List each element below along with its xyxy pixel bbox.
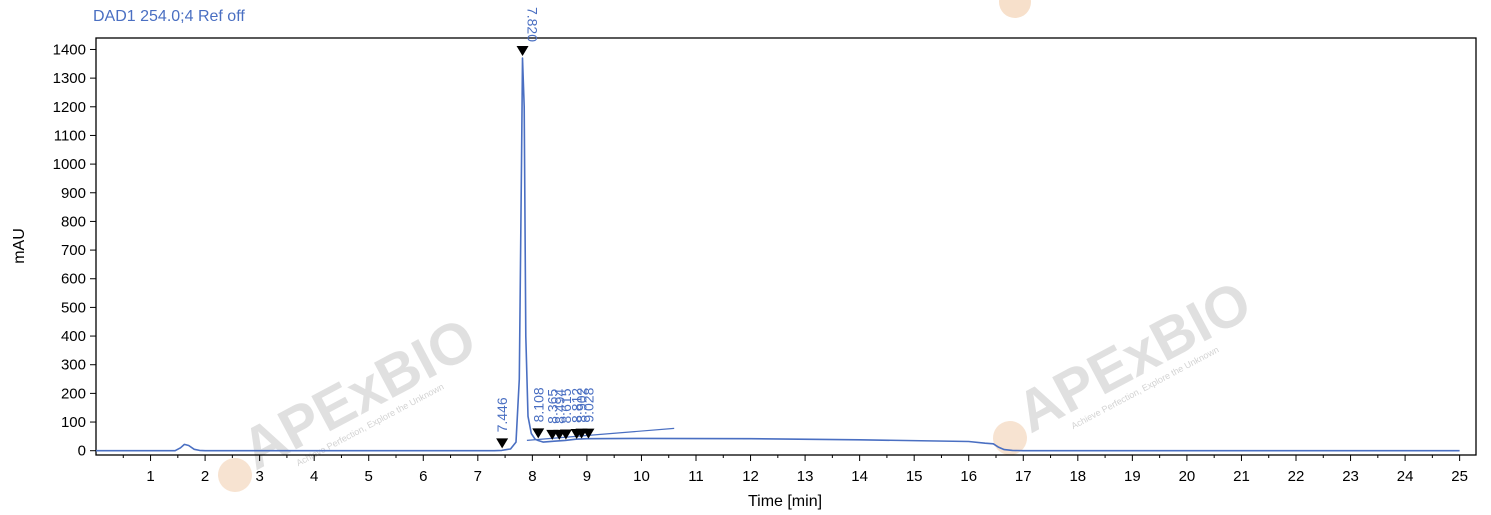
x-tick-label: 13 (797, 468, 814, 485)
watermark-seal-icon (999, 0, 1031, 18)
x-tick-label: 25 (1451, 468, 1468, 485)
x-tick-label: 18 (1069, 468, 1086, 485)
x-tick-label: 5 (365, 468, 373, 485)
x-tick-label: 1 (146, 468, 154, 485)
watermark-brand: APExBIO (1006, 268, 1261, 445)
signal-trace (96, 57, 1460, 452)
x-tick-label: 3 (255, 468, 263, 485)
x-tick-label: 7 (474, 468, 482, 485)
peak-layer: 7.446 7.820 8.1088.3658.4948.6158.8128.902… (494, 7, 596, 449)
peak-rt-label: 8.365 (544, 389, 560, 424)
y-tick-label: 100 (61, 414, 86, 431)
peak-rt-label: 9.028 (580, 387, 596, 422)
signal-label: DAD1 254.0;4 Ref off (93, 8, 245, 25)
x-tick-label: 6 (419, 468, 427, 485)
y-tick-label: 700 (61, 242, 86, 259)
plot-frame (95, 37, 1477, 456)
peak-marker-icon (582, 428, 595, 439)
x-tick-label: 20 (1179, 468, 1196, 485)
x-tick-label: 17 (1015, 468, 1032, 485)
x-tick-label: 8 (528, 468, 536, 485)
x-tick-label: 19 (1124, 468, 1141, 485)
x-tick-label: 16 (960, 468, 977, 485)
x-tick-label: 10 (633, 468, 650, 485)
y-axis-title: mAU (11, 228, 28, 264)
y-tick-label: 800 (61, 213, 86, 230)
x-tick-label: 2 (201, 468, 209, 485)
watermark-brand: APExBIO (231, 305, 486, 482)
x-tick-label: 24 (1397, 468, 1414, 485)
peak-rt-label: 8.902 (574, 387, 590, 422)
peak-rt-label: 8.812 (569, 388, 585, 423)
y-axis: 0 100 200 300 400 500 600 700 800 900 1000 1100 1200… (53, 41, 96, 460)
y-tick-label: 600 (61, 271, 86, 288)
peak-rt-label: 7.446 (494, 397, 510, 432)
peak-rt-label: 8.108 (530, 387, 546, 422)
peak-marker-icon (532, 428, 545, 439)
x-tick-label: 9 (583, 468, 591, 485)
y-tick-label: 0 (78, 443, 86, 460)
peak-rt-label: 8.494 (551, 389, 567, 424)
x-axis-title: Time [min] (748, 493, 822, 510)
peak-marker-icon (496, 438, 509, 449)
y-tick-label: 1100 (54, 127, 86, 144)
y-tick-label: 1200 (53, 99, 86, 116)
y-tick-label: 400 (61, 328, 86, 345)
x-tick-label: 12 (742, 468, 759, 485)
x-tick-label: 21 (1233, 468, 1250, 485)
x-tick-label: 11 (688, 468, 704, 485)
x-tick-label: 23 (1342, 468, 1359, 485)
x-tick-label: 14 (851, 468, 868, 485)
y-tick-label: 300 (61, 357, 86, 374)
y-tick-label: 900 (61, 185, 86, 202)
peak-rt-label: 8.615 (558, 388, 574, 423)
x-tick-label: 15 (906, 468, 923, 485)
y-tick-label: 1000 (53, 156, 86, 173)
y-tick-label: 1400 (53, 41, 86, 58)
peak-marker-icon (559, 429, 572, 440)
peak-marker-icon (516, 46, 529, 57)
y-tick-label: 1300 (53, 70, 86, 87)
x-tick-label: 4 (310, 468, 318, 485)
watermark-seal-icon (218, 458, 252, 492)
watermark-seal-icon (993, 421, 1027, 455)
peak-rt-label: 7.820 (525, 7, 541, 42)
x-tick-label: 22 (1288, 468, 1305, 485)
y-tick-label: 200 (61, 385, 86, 402)
y-tick-label: 500 (61, 299, 86, 316)
x-axis: 1 2 3 4 5 6 7 8 9 10 11 12 13 14 15 16 17 18 19 20 21 22 23 24 2… (122, 455, 1468, 485)
